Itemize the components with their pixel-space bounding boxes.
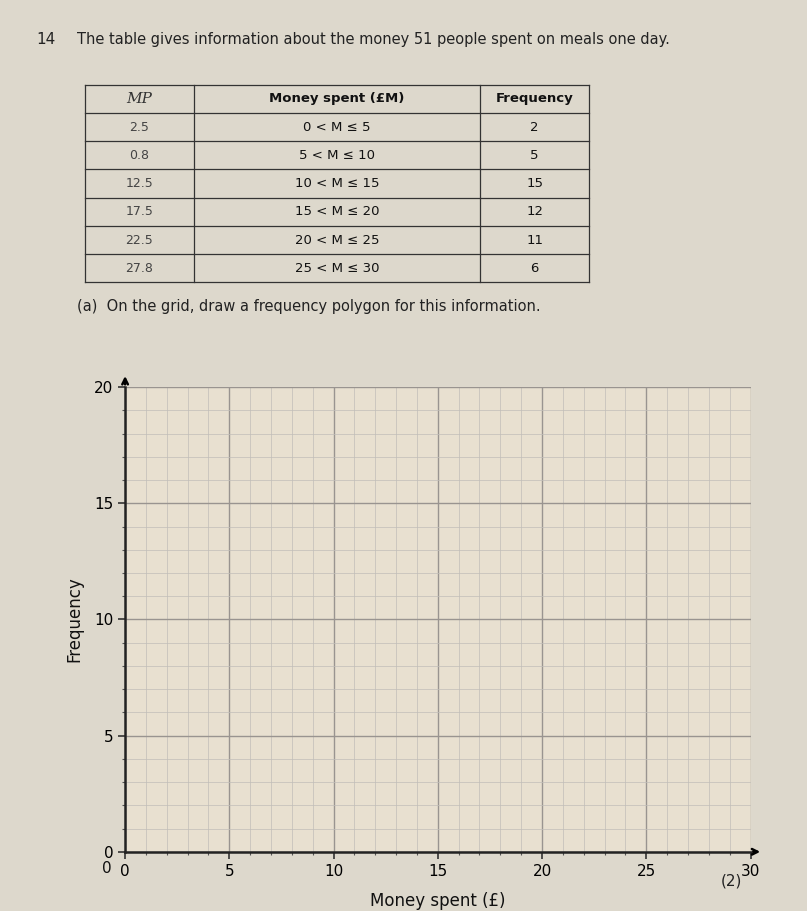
Text: 14: 14 [36,32,56,46]
Text: 15: 15 [526,177,543,190]
X-axis label: Money spent (£): Money spent (£) [370,893,505,910]
Text: 10 < M ≤ 15: 10 < M ≤ 15 [295,177,379,190]
Text: 6: 6 [530,261,539,275]
Text: Frequency: Frequency [495,92,574,106]
Text: 0.8: 0.8 [129,148,149,162]
Text: 5: 5 [530,148,539,162]
Text: 20 < M ≤ 25: 20 < M ≤ 25 [295,233,379,247]
Text: 2: 2 [530,120,539,134]
Text: 22.5: 22.5 [125,233,153,247]
Text: The table gives information about the money 51 people spent on meals one day.: The table gives information about the mo… [77,32,670,46]
Text: 12: 12 [526,205,543,219]
Text: 15 < M ≤ 20: 15 < M ≤ 20 [295,205,379,219]
Text: Money spent (£M): Money spent (£M) [270,92,404,106]
Text: 5 < M ≤ 10: 5 < M ≤ 10 [299,148,375,162]
Text: (2): (2) [721,874,742,888]
Text: 2.5: 2.5 [129,120,149,134]
Text: 0: 0 [102,861,111,875]
Text: MP: MP [126,92,153,106]
Text: 0 < M ≤ 5: 0 < M ≤ 5 [303,120,370,134]
Text: 11: 11 [526,233,543,247]
Text: (a)  On the grid, draw a frequency polygon for this information.: (a) On the grid, draw a frequency polygo… [77,299,541,313]
Y-axis label: Frequency: Frequency [65,577,83,662]
Text: 17.5: 17.5 [125,205,153,219]
Text: 27.8: 27.8 [125,261,153,275]
Text: 12.5: 12.5 [125,177,153,190]
Text: 25 < M ≤ 30: 25 < M ≤ 30 [295,261,379,275]
